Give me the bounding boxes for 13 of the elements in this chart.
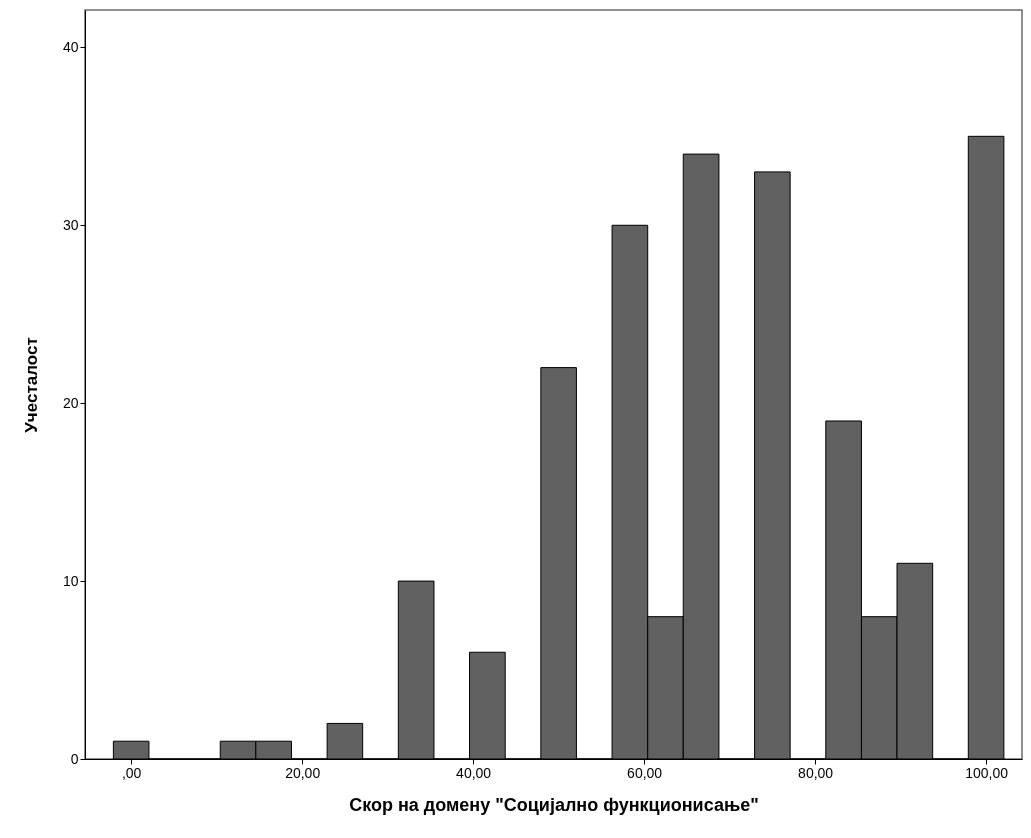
x-axis-title: Скор на домену "Социјално функционисање" bbox=[349, 794, 759, 815]
x-tick-label: ,00 bbox=[121, 764, 142, 781]
x-tick-label: 100,00 bbox=[965, 764, 1009, 781]
y-tick-label: 10 bbox=[62, 572, 79, 589]
x-tick-label: 80,00 bbox=[798, 764, 834, 781]
y-tick-label: 30 bbox=[62, 216, 79, 233]
x-tick-label: 40,00 bbox=[456, 764, 492, 781]
y-tick-label: 20 bbox=[62, 394, 79, 411]
x-tick-label: 60,00 bbox=[627, 764, 663, 781]
y-axis-title: Учесталост bbox=[21, 337, 41, 433]
y-tick-label: 0 bbox=[70, 750, 79, 767]
y-tick-label: 40 bbox=[62, 38, 79, 55]
x-tick-label: 20,00 bbox=[285, 764, 321, 781]
